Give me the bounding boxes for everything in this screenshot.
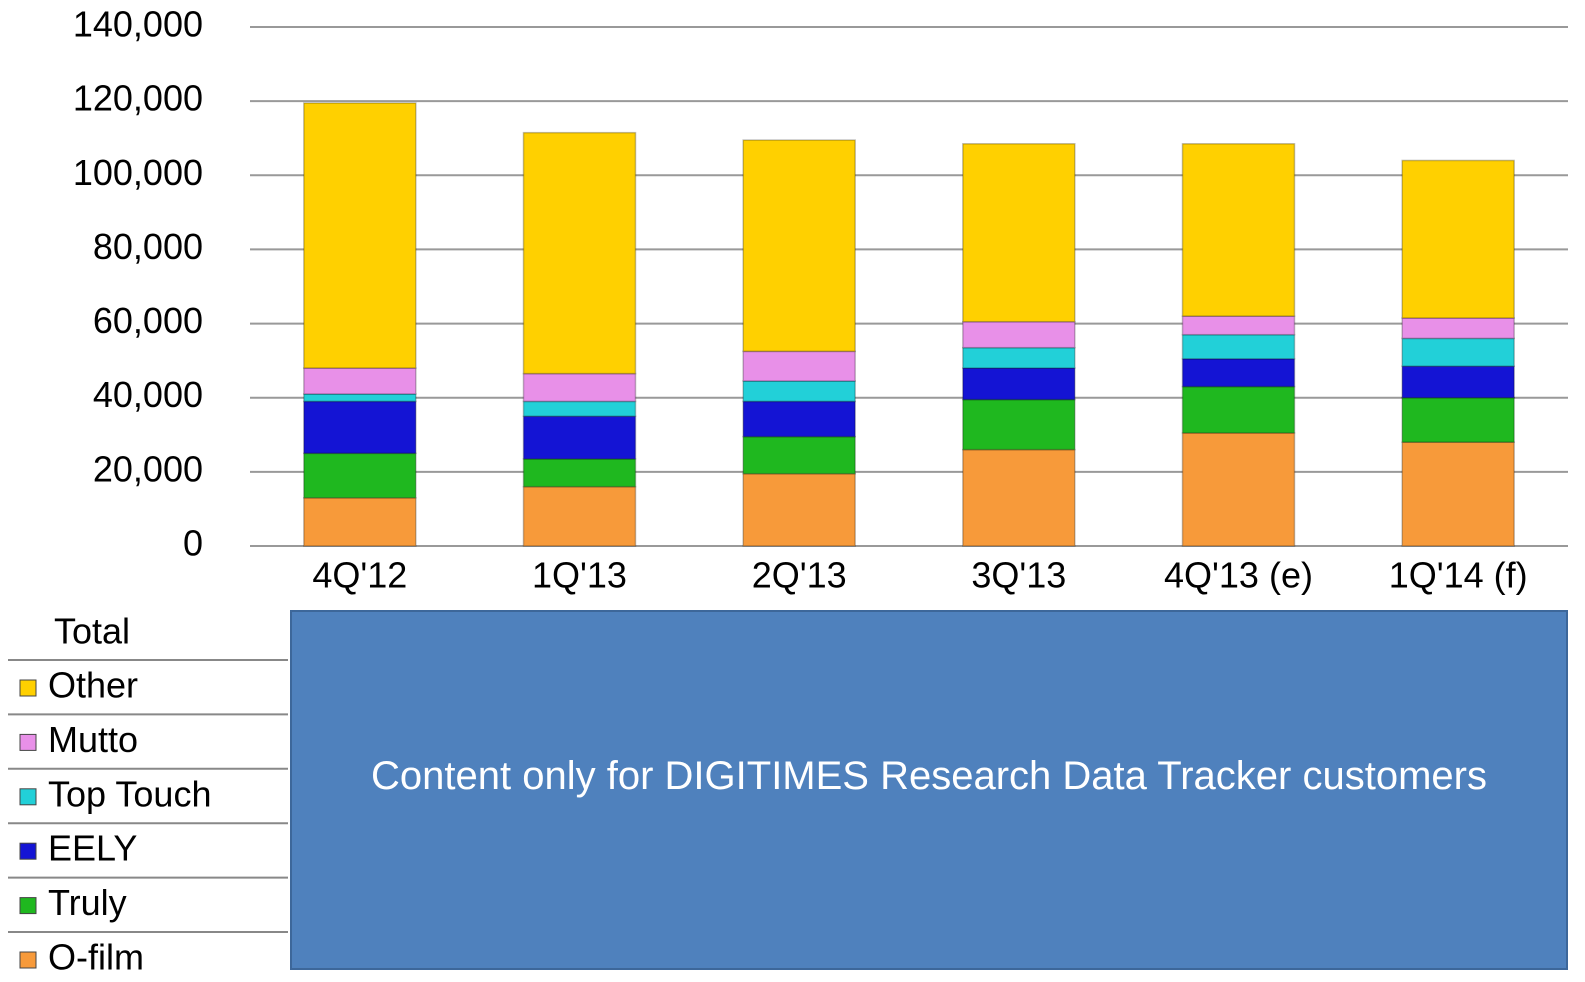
bar-segment [1181, 358, 1296, 388]
legend-swatch [19, 951, 37, 969]
y-tick-label: 120,000 [73, 78, 203, 119]
bar-segment [1401, 365, 1515, 399]
legend-label: Other [48, 665, 138, 706]
legend-label: Truly [48, 882, 127, 923]
bar-segment [742, 472, 856, 547]
legend-label: Mutto [48, 719, 138, 760]
y-tick-label: 140,000 [73, 4, 203, 45]
legend-swatch [19, 842, 37, 860]
y-tick-label: 0 [183, 523, 203, 564]
bar-segment [1401, 396, 1515, 443]
x-tick-label: 1Q'13 [532, 555, 627, 596]
bar-segment [1181, 385, 1296, 434]
bar-segment [522, 485, 637, 547]
bar-segment [742, 435, 856, 475]
bar-segment [742, 139, 856, 353]
bar-segment [1401, 159, 1515, 319]
y-tick-label: 100,000 [73, 152, 203, 193]
bar-segment [1181, 333, 1296, 360]
bar-segment [1401, 441, 1515, 547]
x-tick-label: 2Q'13 [752, 555, 847, 596]
overlay-text: Content only for DIGITIMES Research Data… [371, 754, 1487, 798]
y-tick-label: 40,000 [93, 374, 203, 415]
bar-segment [962, 367, 1076, 401]
bar-segment [522, 400, 637, 417]
x-tick-label: 3Q'13 [971, 555, 1066, 596]
bar-segment [522, 458, 637, 488]
bar-segment [1401, 317, 1515, 340]
bar-segment [522, 131, 637, 375]
overlay-box: Content only for DIGITIMES Research Data… [290, 610, 1568, 970]
x-tick-label: 4Q'12 [312, 555, 407, 596]
bar-segment [303, 452, 417, 499]
y-tick-label: 60,000 [93, 300, 203, 341]
legend-swatch [19, 679, 37, 697]
bar-segment [962, 143, 1076, 323]
y-tick-label: 80,000 [93, 226, 203, 267]
legend-swatch [19, 733, 37, 751]
bar-segment [303, 367, 417, 395]
bar-segment [1181, 432, 1296, 547]
bar-segment [303, 393, 417, 403]
bar-segment [303, 102, 417, 369]
x-tick-label: 4Q'13 (e) [1164, 555, 1313, 596]
legend-label: O-film [48, 937, 144, 978]
bar-segment [742, 400, 856, 438]
bar-segment [522, 415, 637, 460]
bar-segment [962, 398, 1076, 451]
bar-segment [962, 448, 1076, 547]
bar-segment [1181, 143, 1296, 317]
bar-segment [522, 372, 637, 403]
bar-segment [962, 320, 1076, 349]
y-tick-label: 20,000 [93, 448, 203, 489]
bar-segment [962, 346, 1076, 369]
bar-segment [1181, 315, 1296, 336]
bar-segment [303, 400, 417, 455]
bar-segment [742, 350, 856, 382]
bar-segment [1401, 337, 1515, 367]
x-tick-label: 1Q'14 (f) [1389, 555, 1528, 596]
legend-swatch [19, 897, 37, 915]
legend-swatch [19, 788, 37, 806]
bar-segment [303, 497, 417, 547]
legend-label: EELY [48, 828, 137, 869]
bar-segment [742, 380, 856, 403]
table-header: Total [54, 611, 130, 652]
legend-label: Top Touch [48, 773, 211, 814]
